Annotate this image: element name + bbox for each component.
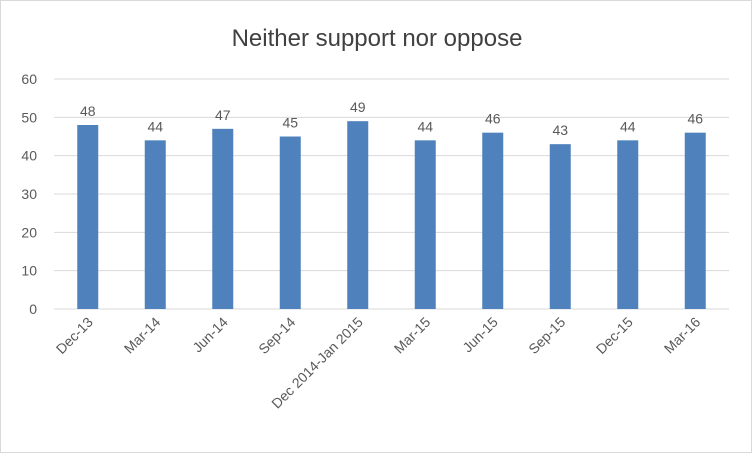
data-label: 46 (687, 111, 703, 127)
data-label: 47 (215, 107, 231, 123)
x-tick-label: Jun-15 (459, 314, 501, 356)
x-tick-label: Mar-16 (661, 314, 704, 357)
x-tick-label: Jun-14 (189, 314, 231, 356)
x-tick-label: Sep-15 (525, 314, 568, 357)
bar (279, 136, 301, 309)
y-tick-label: 10 (21, 263, 37, 279)
data-label: 48 (80, 103, 96, 119)
y-axis: 0 10 20 30 40 50 60 (21, 71, 37, 317)
data-label: 44 (147, 118, 163, 134)
y-tick-label: 50 (21, 109, 37, 125)
bar (144, 140, 166, 309)
data-label: 44 (620, 118, 636, 134)
x-tick-label: Mar-14 (121, 314, 164, 357)
bar (684, 132, 706, 309)
y-tick-label: 20 (21, 224, 37, 240)
data-label: 43 (552, 122, 568, 138)
data-labels: 48 44 47 45 49 44 46 43 44 46 (80, 99, 703, 138)
bar (617, 140, 639, 309)
x-tick-label: Sep-14 (255, 314, 298, 357)
x-tick-label: Mar-15 (391, 314, 434, 357)
y-tick-label: 30 (21, 186, 37, 202)
bar (549, 144, 571, 309)
data-label: 45 (282, 115, 298, 131)
data-label: 49 (350, 99, 366, 115)
bar (77, 125, 99, 309)
bar (347, 121, 369, 310)
y-tick-label: 40 (21, 148, 37, 164)
y-tick-label: 0 (29, 301, 37, 317)
x-tick-label: Dec-15 (593, 314, 636, 357)
data-label: 46 (485, 111, 501, 127)
gridlines (54, 78, 729, 310)
bar (414, 140, 436, 309)
chart-title: Neither support nor oppose (232, 25, 523, 52)
bar (482, 132, 504, 309)
bars (77, 121, 706, 310)
data-label: 44 (417, 118, 433, 134)
x-tick-label: Dec-13 (53, 314, 96, 357)
y-tick-label: 60 (21, 71, 37, 87)
bar (212, 128, 234, 309)
